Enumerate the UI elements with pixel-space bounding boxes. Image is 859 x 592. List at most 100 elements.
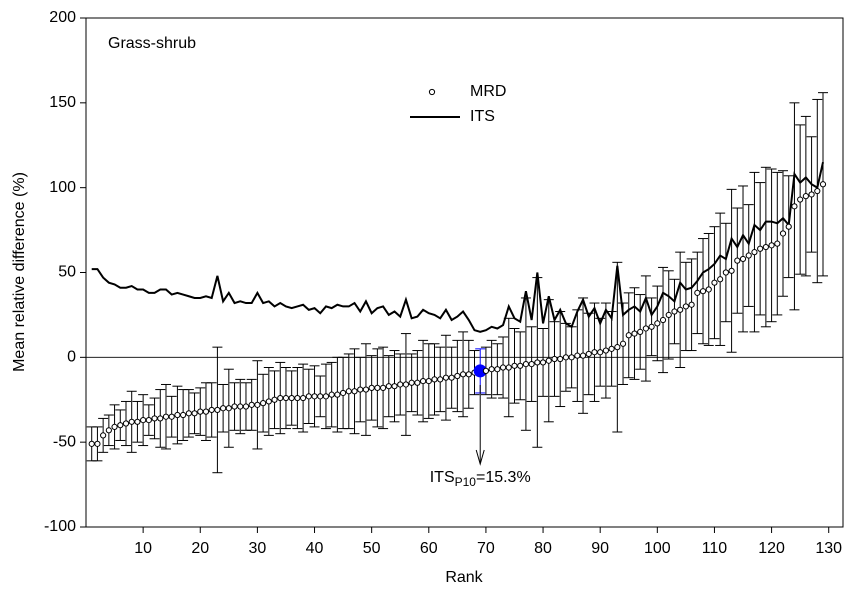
mrd-point <box>202 408 210 415</box>
x-tick-label: 50 <box>363 540 381 557</box>
mrd-point <box>328 391 335 398</box>
mrd-point <box>762 243 769 251</box>
mrd-point <box>134 418 141 425</box>
plot-frame <box>85 17 844 528</box>
its-line <box>91 161 824 333</box>
x-tick-label: 40 <box>306 540 324 557</box>
x-tick-label: 120 <box>758 540 785 557</box>
y-tick-label: 0 <box>67 349 76 366</box>
mrd-point <box>562 354 570 361</box>
mrd-point <box>305 393 312 400</box>
x-tick-label: 20 <box>191 540 209 557</box>
mrd-point <box>408 379 415 386</box>
mrd-point <box>557 355 564 363</box>
mrd-point <box>637 328 644 335</box>
x-tick-label: 60 <box>420 540 438 557</box>
x-tick-label: 30 <box>248 540 266 557</box>
mrd-point <box>779 230 787 237</box>
annotation-sub: P10 <box>455 475 477 489</box>
mrd-point <box>608 345 615 352</box>
mrd-point <box>265 398 272 405</box>
mrd-point <box>505 364 512 371</box>
mrd-point <box>271 396 278 403</box>
mrd-point <box>242 403 250 410</box>
mrd-point <box>614 344 621 351</box>
legend-label: ITS <box>470 108 495 125</box>
y-axis-label: Mean relative difference (%) <box>11 172 28 372</box>
mrd-point <box>602 347 610 354</box>
mrd-point <box>539 359 547 366</box>
mrd-point <box>117 422 124 429</box>
mrd-point <box>568 354 575 361</box>
mrd-point <box>231 403 238 410</box>
mrd-point <box>322 393 330 400</box>
mrd-point <box>277 394 284 402</box>
legend-marker <box>428 88 436 96</box>
mrd-point <box>465 371 472 378</box>
mrd-point <box>511 362 518 369</box>
mrd-point <box>300 394 307 402</box>
mrd-point <box>597 349 604 356</box>
mrd-point <box>574 352 581 359</box>
mrd-point <box>374 384 381 391</box>
mrd-point <box>545 357 552 364</box>
annotation: ITSP10=15.3% <box>430 469 531 489</box>
mrd-point <box>425 377 432 385</box>
mrd-point <box>448 374 455 381</box>
mrd-point <box>214 406 221 414</box>
x-tick-label: 110 <box>702 540 728 557</box>
mrd-point <box>648 323 655 330</box>
mrd-point <box>162 413 170 420</box>
x-tick-label: 90 <box>591 540 609 557</box>
mrd-point <box>785 223 792 230</box>
mrd-point <box>288 394 295 402</box>
mrd-point <box>397 381 404 388</box>
x-tick-label: 70 <box>477 540 495 557</box>
mrd-point <box>739 255 747 263</box>
mrd-point <box>128 418 135 425</box>
x-tick-label: 130 <box>815 540 842 557</box>
mrd-point <box>631 330 638 337</box>
mrd-point <box>197 408 204 415</box>
mrd-point <box>334 391 341 398</box>
mrd-point <box>105 427 112 434</box>
mrd-point <box>351 388 358 395</box>
mrd-point <box>111 423 118 430</box>
mrd-point <box>499 364 507 371</box>
mrd-point <box>819 181 827 188</box>
mrd-point <box>414 379 421 386</box>
mrd-point <box>757 245 764 252</box>
mrd-point <box>174 411 181 419</box>
panel-label: Grass-shrub <box>108 35 196 52</box>
x-tick-label: 10 <box>134 540 152 557</box>
mrd-point <box>145 417 152 424</box>
mrd-point <box>225 405 232 412</box>
mrd-point <box>659 316 667 324</box>
mrd-point <box>625 332 632 339</box>
mrd-point <box>745 252 752 259</box>
mrd-point <box>642 325 649 332</box>
mrd-point <box>728 267 735 274</box>
y-tick-label: 200 <box>49 9 76 26</box>
mrd-point <box>722 269 729 276</box>
mrd-point <box>88 440 95 447</box>
mrd-point <box>385 383 392 390</box>
mrd-point <box>122 420 130 427</box>
x-tick-label: 80 <box>534 540 552 557</box>
mrd-point <box>368 384 375 391</box>
mrd-point <box>768 242 775 249</box>
mrd-point <box>419 377 427 385</box>
mrd-point <box>402 381 410 388</box>
mrd-point <box>317 393 324 400</box>
x-tick-label: 100 <box>644 540 671 557</box>
mrd-point <box>711 279 718 286</box>
mrd-point <box>802 193 809 200</box>
mrd-point <box>379 384 387 391</box>
mrd-point <box>654 320 661 327</box>
mrd-point <box>260 400 267 407</box>
mrd-point <box>431 376 438 383</box>
mrd-point <box>808 191 815 198</box>
mrd-point <box>522 361 530 368</box>
